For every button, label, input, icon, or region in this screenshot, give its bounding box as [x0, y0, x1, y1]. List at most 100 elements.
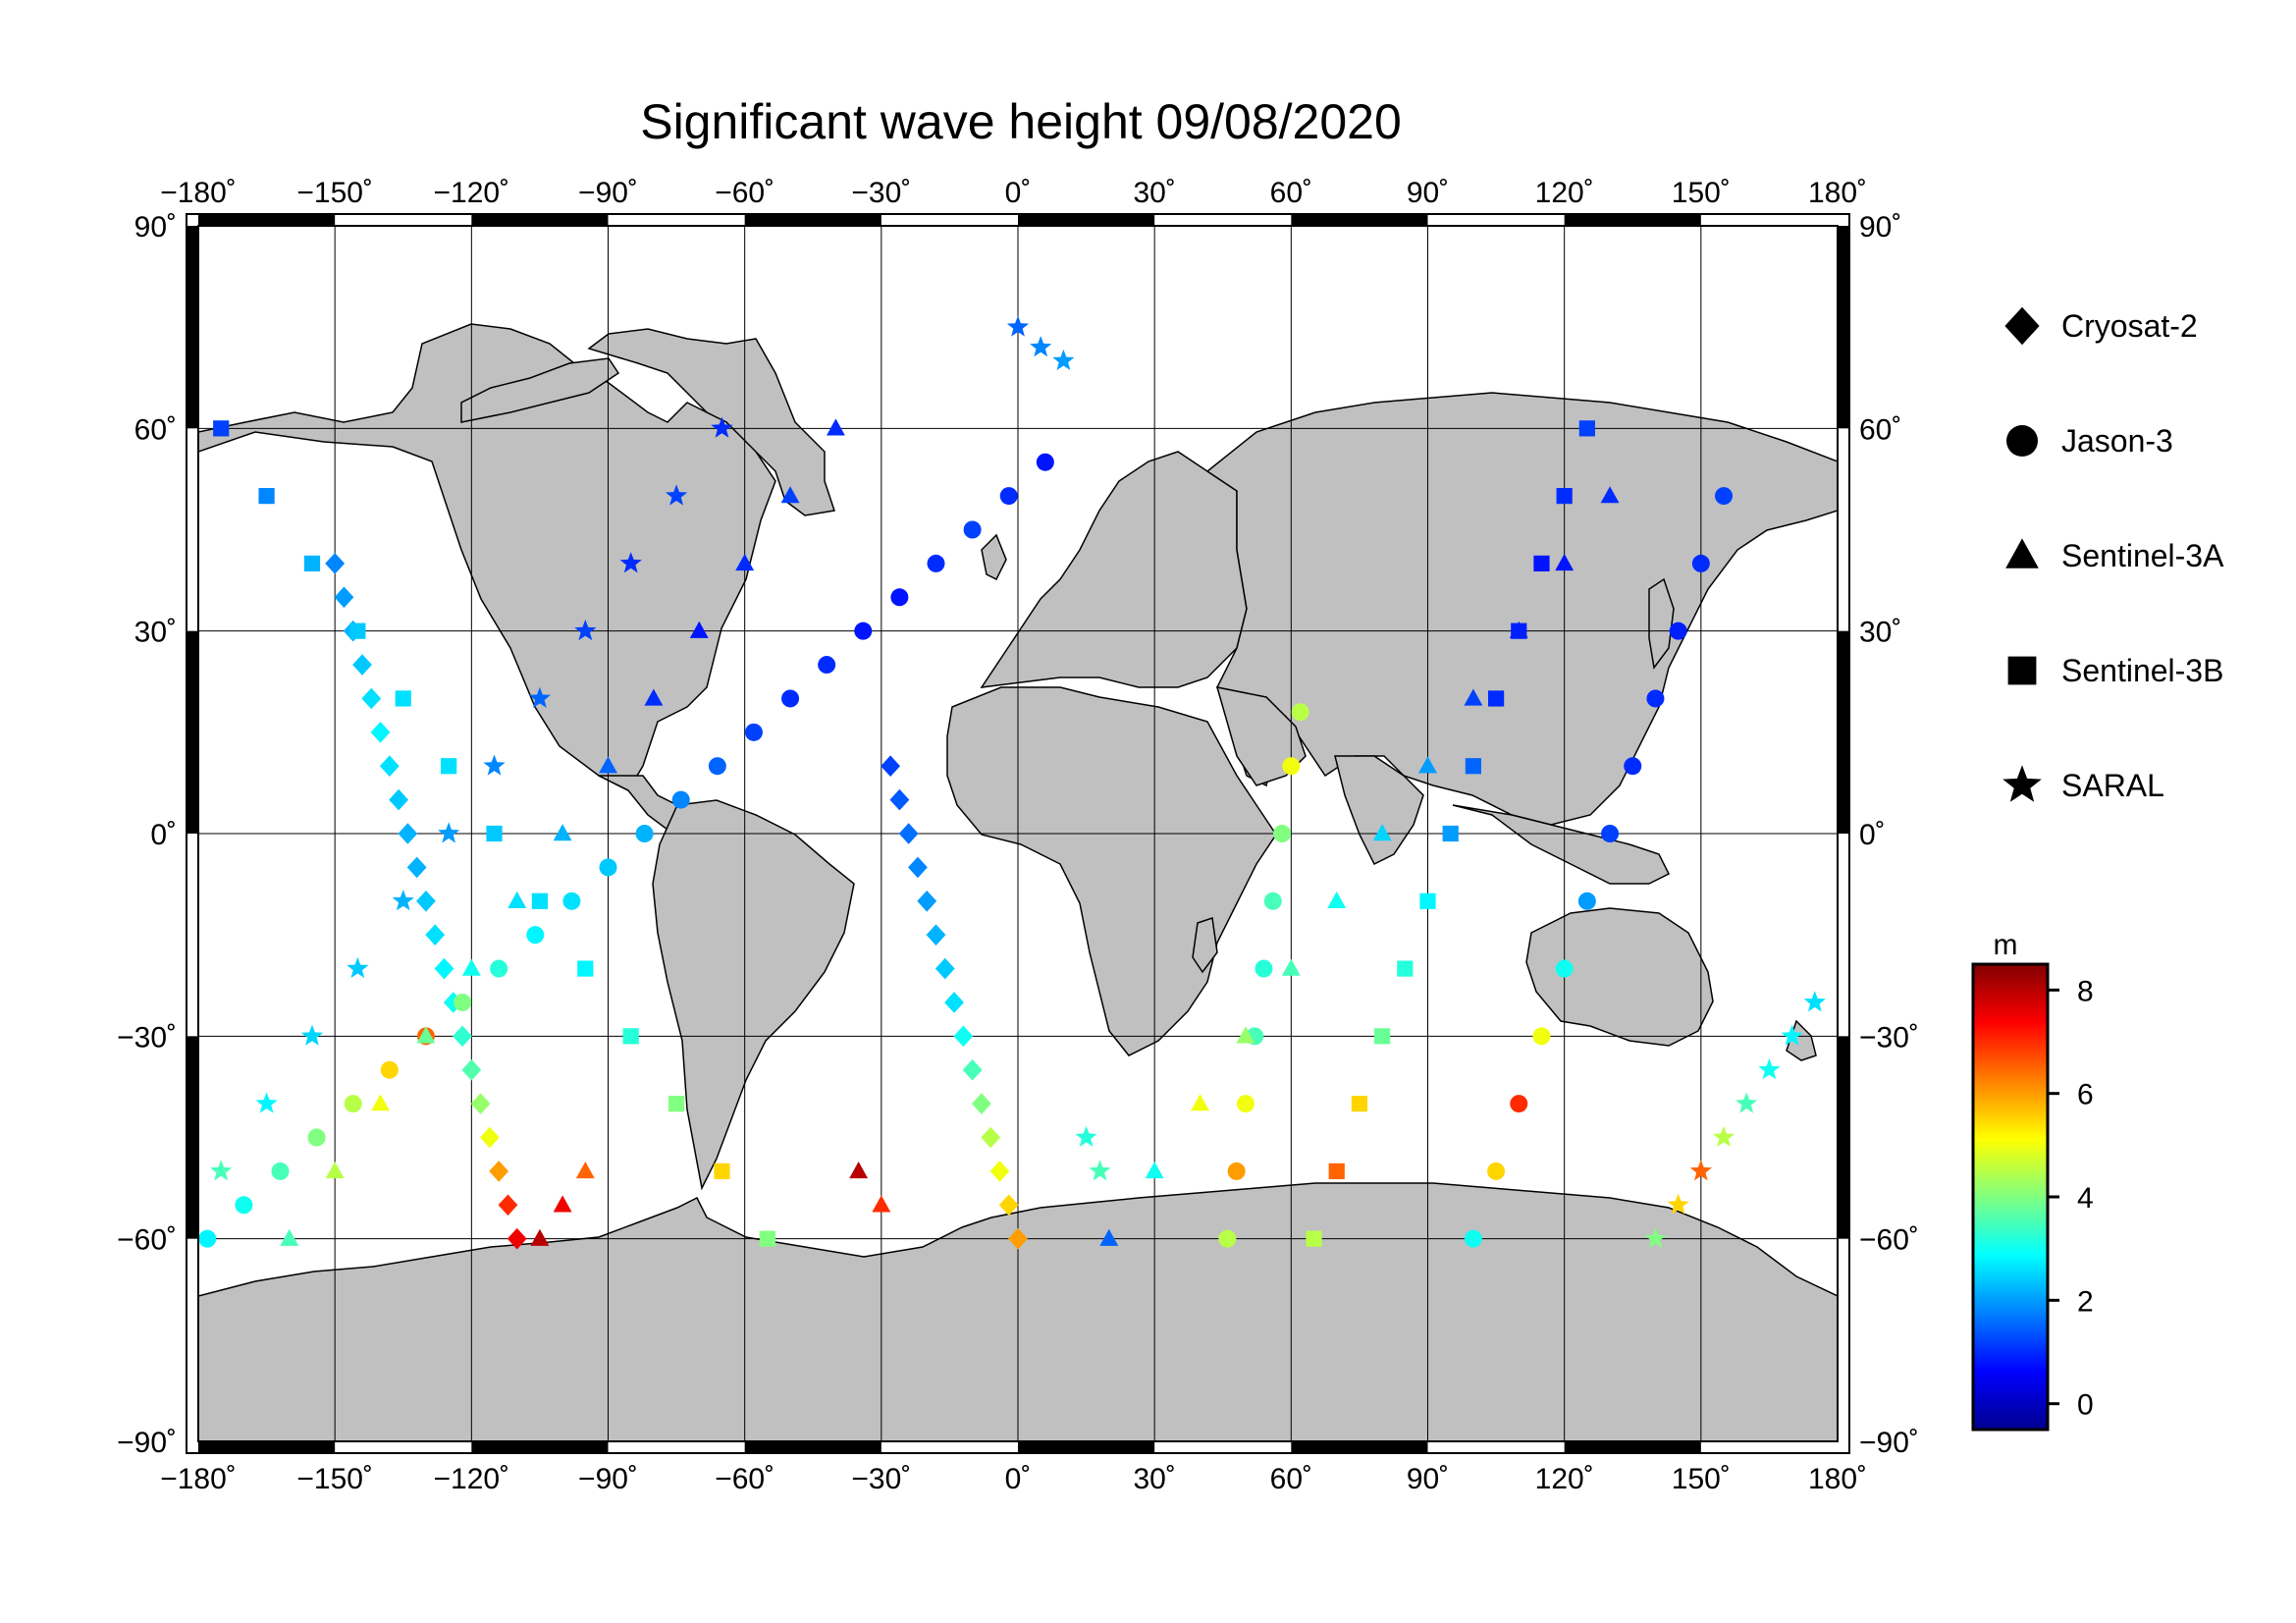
data-point: [890, 588, 909, 607]
data-point: [1374, 1028, 1391, 1045]
data-point: [1263, 892, 1282, 910]
data-point: [599, 858, 617, 877]
frame-block: [1564, 1441, 1701, 1453]
frame-block: [1018, 1441, 1155, 1453]
data-point: [971, 1093, 991, 1114]
frame-block: [1564, 214, 1701, 226]
india-land: [1334, 755, 1424, 866]
data-point: [1487, 690, 1505, 707]
data-point: [325, 553, 346, 574]
tick-labels: −180˚ −180˚ −150˚ −150˚ −120˚ −120˚ −90˚ −90˚ −6…: [117, 177, 1919, 1495]
data-point: [271, 1162, 290, 1180]
data-point: [1601, 825, 1620, 842]
data-point: [1351, 1096, 1368, 1112]
data-point: [258, 488, 275, 505]
greenland-land: [587, 328, 835, 516]
lon-tick-top: −180˚: [160, 177, 237, 209]
data-point: [1372, 824, 1392, 841]
lat-tick-right: −30˚: [1859, 1021, 1919, 1054]
frame-block: [187, 226, 198, 429]
colorbar-tick-label: 0: [2077, 1389, 2094, 1422]
lon-tick-top: −90˚: [578, 177, 638, 209]
data-point: [854, 622, 873, 640]
frame-block: [1291, 1441, 1428, 1453]
data-point: [416, 1026, 436, 1044]
data-point: [361, 687, 382, 710]
frame-block: [1838, 226, 1849, 429]
data-point: [1089, 1160, 1111, 1181]
data-point: [1006, 315, 1030, 337]
series-sentinel-3a: [280, 418, 1620, 1246]
lat-tick-left: 30˚: [134, 617, 177, 649]
north-america-land: [198, 323, 776, 791]
lon-tick-bottom: 60˚: [1270, 1463, 1312, 1495]
data-point: [380, 1060, 399, 1079]
data-point: [599, 756, 617, 774]
data-point: [562, 892, 581, 910]
data-point: [917, 890, 937, 912]
data-point: [1227, 1162, 1246, 1180]
legend-label: Jason-3: [2061, 423, 2173, 459]
data-point: [908, 856, 928, 879]
data-point: [934, 957, 955, 980]
lat-tick-left: 60˚: [134, 413, 177, 446]
data-point: [379, 755, 400, 778]
data-point: [498, 1194, 518, 1217]
data-point: [622, 1028, 639, 1045]
data-point: [198, 1229, 217, 1248]
data-point: [1644, 1227, 1667, 1249]
data-point: [453, 1025, 472, 1048]
data-point: [1667, 1193, 1689, 1215]
data-point: [1464, 1229, 1482, 1248]
data-point: [1556, 488, 1573, 505]
data-point: [1465, 758, 1481, 775]
data-point: [1715, 487, 1734, 506]
data-point: [644, 688, 664, 706]
outer-border: [186, 213, 1850, 1454]
data-point: [1689, 1160, 1712, 1181]
data-point: [708, 757, 726, 776]
data-point: [1008, 1227, 1028, 1250]
lon-tick-bottom: 120˚: [1535, 1463, 1594, 1495]
data-point: [213, 420, 230, 437]
lon-tick-top: 180˚: [1808, 177, 1867, 209]
australia-land: [1525, 907, 1714, 1047]
data-point: [1511, 622, 1527, 639]
data-point: [759, 1230, 775, 1247]
japan-land: [1648, 577, 1675, 670]
data-point: [989, 1161, 1010, 1182]
lat-tick-left: −90˚: [117, 1427, 177, 1459]
data-point: [1273, 825, 1292, 842]
data-point: [1075, 1125, 1097, 1147]
data-point: [1145, 1161, 1164, 1179]
data-point: [347, 956, 369, 978]
data-point: [1418, 756, 1437, 774]
data-point: [1691, 554, 1710, 572]
data-point: [1803, 991, 1826, 1012]
data-point: [1624, 757, 1642, 776]
series-jason-3: [198, 453, 1734, 1248]
legend-label: SARAL: [2061, 768, 2164, 803]
data-point: [406, 856, 427, 879]
data-point: [528, 686, 551, 708]
colorbar-tick-label: 2: [2077, 1285, 2094, 1318]
data-point: [1758, 1058, 1781, 1080]
lon-tick-top: 0˚: [1005, 177, 1032, 209]
data-point: [507, 1227, 527, 1250]
data-point: [1510, 1095, 1528, 1113]
data-point: [818, 656, 836, 675]
data-point: [780, 486, 800, 504]
data-point: [486, 825, 503, 842]
frame-block: [1838, 1036, 1849, 1239]
data-point: [454, 993, 472, 1011]
data-point: [1191, 1094, 1210, 1111]
data-point: [300, 1024, 324, 1046]
data-point: [1442, 825, 1459, 842]
data-point: [1712, 1125, 1735, 1147]
southeast-asia-islands: [1452, 804, 1671, 885]
data-point: [872, 1195, 891, 1213]
data-point: [574, 620, 597, 641]
lon-tick-bottom: 180˚: [1808, 1463, 1867, 1495]
data-point: [461, 958, 481, 976]
